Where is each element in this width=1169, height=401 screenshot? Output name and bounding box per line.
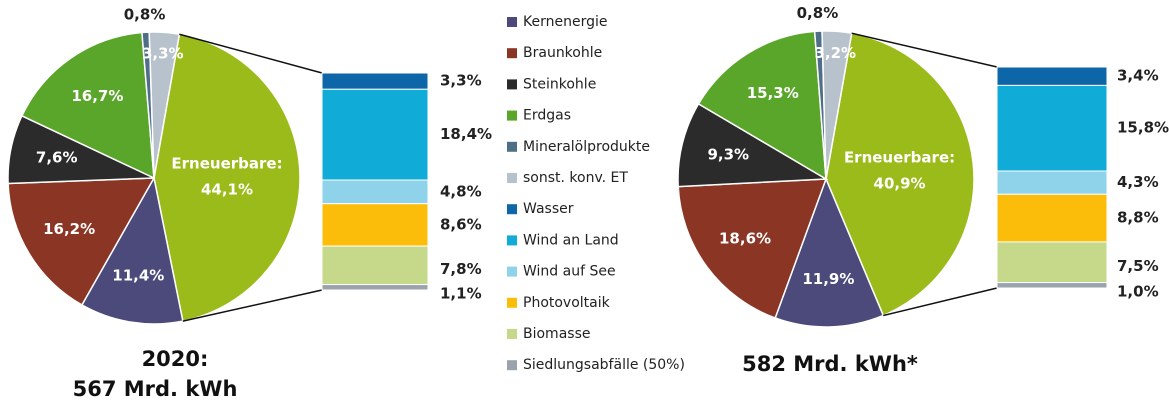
bar-segment bbox=[321, 88, 429, 181]
pie-value-label: 18,6% bbox=[719, 229, 771, 247]
legend-swatch bbox=[507, 297, 517, 308]
pie-value-label: 0,8% bbox=[124, 5, 166, 23]
legend-label: Siedlungsabfälle (50%) bbox=[523, 357, 685, 373]
legend-label: Kernenergie bbox=[523, 14, 607, 30]
bar-value-label: 4,3% bbox=[1117, 173, 1159, 191]
pie-value-label: 11,9% bbox=[802, 270, 854, 288]
bar-value-label: 4,8% bbox=[440, 182, 482, 200]
legend-label: Biomasse bbox=[523, 326, 590, 342]
legend-swatch bbox=[507, 48, 517, 59]
pie-value-label: 16,7% bbox=[71, 87, 123, 105]
leader-line bbox=[851, 32, 998, 68]
pie-value-label: 3,3% bbox=[142, 45, 184, 63]
leader-line bbox=[179, 33, 323, 74]
legend-label: Erdgas bbox=[523, 108, 571, 124]
legend-swatch bbox=[507, 17, 517, 27]
pie-slice bbox=[7, 177, 156, 306]
legend-swatch bbox=[507, 204, 517, 215]
bar-value-label: 7,5% bbox=[1117, 257, 1159, 275]
legend-swatch bbox=[507, 235, 517, 246]
legend-swatch bbox=[507, 141, 517, 152]
pie-slice bbox=[825, 32, 975, 317]
bar-segment bbox=[996, 170, 1108, 195]
pie-value-label: 7,6% bbox=[36, 149, 78, 167]
pie-slice bbox=[677, 102, 829, 188]
bar-segment bbox=[996, 241, 1108, 284]
bar-value-label: 8,8% bbox=[1117, 209, 1159, 227]
bar-value-label: 1,0% bbox=[1117, 283, 1159, 301]
bar-value-label: 1,1% bbox=[440, 285, 482, 303]
pie-slice bbox=[774, 176, 885, 328]
bar-segment bbox=[996, 193, 1108, 243]
legend-label: Wind auf See bbox=[523, 264, 616, 280]
bar-segment bbox=[321, 203, 429, 247]
pie-slice bbox=[148, 31, 181, 179]
bar-segment bbox=[321, 179, 429, 205]
pie-slice bbox=[153, 33, 301, 323]
bar-value-label: 15,8% bbox=[1117, 119, 1169, 137]
pie-value-label: 40,9% bbox=[874, 174, 926, 192]
pie-value-label: 11,4% bbox=[112, 267, 164, 285]
pie-center-label: Erneuerbare: bbox=[171, 155, 282, 173]
legend-label: Photovoltaik bbox=[523, 295, 611, 311]
bar-value-label: 18,4% bbox=[440, 125, 492, 143]
bar-segment bbox=[996, 66, 1108, 86]
bar-segment bbox=[321, 72, 429, 90]
pie-slice bbox=[697, 30, 827, 181]
legend-label: Wasser bbox=[523, 201, 574, 217]
bar-value-label: 3,3% bbox=[440, 72, 482, 90]
bar-value-label: 8,6% bbox=[440, 215, 482, 233]
legend-label: Steinkohle bbox=[523, 76, 596, 92]
chart-subtitle: 567 Mrd. kWh bbox=[73, 377, 238, 401]
pie-value-label: 3,2% bbox=[814, 44, 856, 62]
legend-label: Wind an Land bbox=[523, 232, 619, 248]
bar-segment bbox=[996, 282, 1108, 289]
pie-center-label: Erneuerbare: bbox=[844, 148, 955, 166]
legend-swatch bbox=[507, 360, 517, 371]
legend-swatch bbox=[507, 329, 517, 339]
pie-value-label: 15,3% bbox=[747, 84, 799, 102]
legend-label: Braunkohle bbox=[523, 45, 602, 61]
legend-label: sonst. konv. ET bbox=[523, 170, 628, 186]
pie-slice bbox=[80, 175, 184, 325]
chart-title: 2020: bbox=[142, 347, 209, 371]
bar-value-label: 3,4% bbox=[1117, 67, 1159, 85]
chart-title: 582 Mrd. kWh* bbox=[742, 352, 918, 376]
pie-value-label: 16,2% bbox=[43, 220, 95, 238]
leader-line bbox=[182, 289, 323, 322]
leader-line bbox=[883, 287, 998, 317]
legend-swatch bbox=[507, 79, 517, 90]
pie-slice bbox=[677, 178, 828, 319]
legend-swatch bbox=[507, 266, 517, 277]
legend-swatch bbox=[507, 110, 517, 121]
legend-label: Mineralölprodukte bbox=[523, 139, 650, 155]
pie-slice bbox=[20, 31, 155, 180]
legend-swatch bbox=[507, 173, 517, 183]
bar-value-label: 7,8% bbox=[440, 260, 482, 278]
pie-value-label: 0,8% bbox=[797, 4, 839, 22]
pie-value-label: 44,1% bbox=[201, 181, 253, 199]
bar-segment bbox=[321, 284, 429, 291]
bar-segment bbox=[996, 84, 1108, 172]
pie-value-label: 9,3% bbox=[707, 146, 749, 164]
pie-slice bbox=[821, 30, 853, 180]
bar-segment bbox=[321, 245, 429, 286]
